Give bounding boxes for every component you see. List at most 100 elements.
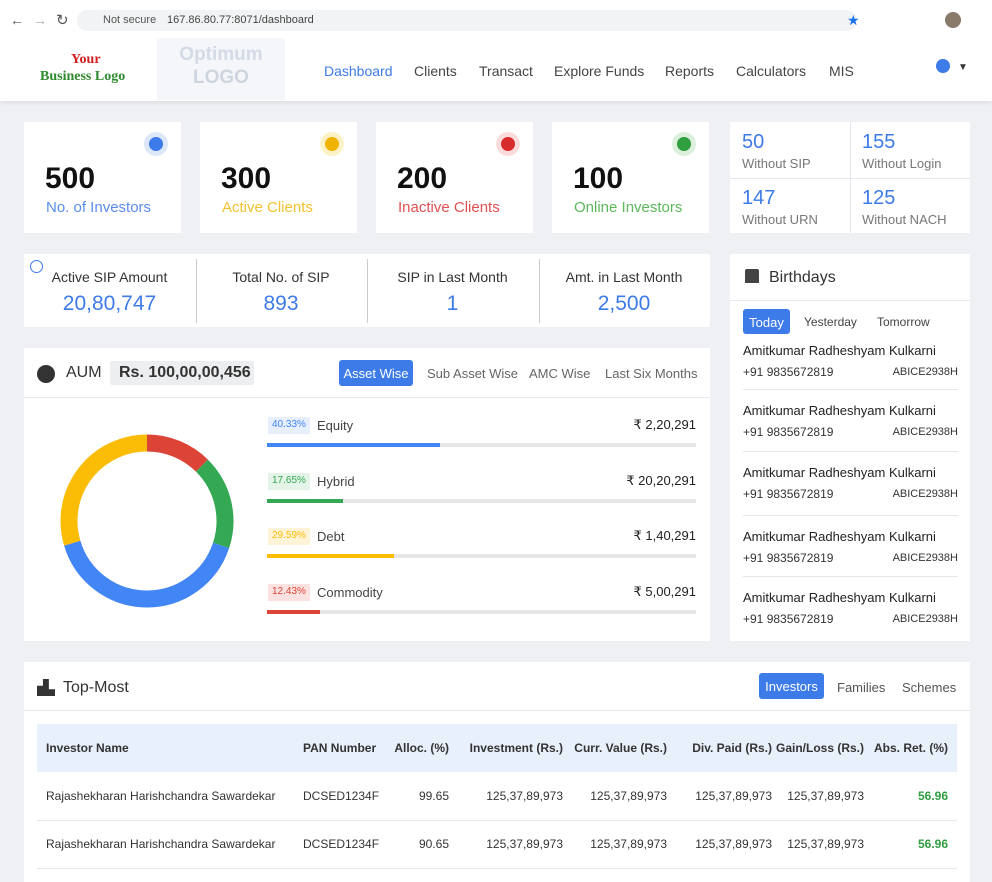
mini-stats: 50 Without SIP 155 Without Login 147 Without … (730, 122, 970, 233)
table-cell: 125,37,89,973 (667, 820, 772, 869)
amount-label: ₹ 2,20,291 (633, 417, 697, 432)
birthday-phone: +91 9835672819 (743, 612, 834, 626)
divider (743, 451, 958, 452)
reload-button[interactable]: ↻ (56, 12, 69, 29)
tab[interactable]: Schemes (902, 680, 957, 695)
table-cell: 56.96 (864, 772, 957, 821)
table-row: Rajashekharan Harishchandra Sawardekar DC… (37, 772, 957, 821)
nav-link[interactable]: Transact (479, 63, 533, 79)
info-icon[interactable] (30, 260, 43, 273)
mini-stat-label: Without NACH (862, 212, 947, 227)
column-header: Alloc. (%) (379, 724, 449, 772)
mini-stat-value: 125 (862, 187, 896, 209)
table-cell: DCSED1234F (294, 820, 379, 869)
birthdays-card: Birthdays Today Yesterday Tomorrow Amitkuma… (730, 254, 970, 641)
donut-segment (195, 459, 234, 549)
table-cell: 125,37,89,973 (449, 820, 563, 869)
user-icon[interactable] (936, 59, 950, 73)
top-most-table: Investor Name PAN Number Alloc. (%) Investm… (37, 724, 957, 869)
birthday-code: ABICE2938H (892, 366, 958, 378)
sip-label: SIP in Last Month (397, 269, 508, 285)
donut-segment (60, 434, 148, 546)
sip-summary: Active SIP Amount 20,80,747 Total No. of S… (24, 254, 710, 327)
table-cell: DCSED1234F (294, 772, 379, 821)
stat-icon-dot (149, 137, 163, 151)
forward-button[interactable]: → (33, 12, 47, 28)
column-header: Abs. Ret. (%) (864, 724, 957, 772)
address-bar[interactable]: Not secure 167.86.80.77:8071/dashboard ★ (77, 10, 860, 31)
column-header: Div. Paid (Rs.) (667, 724, 772, 772)
tab[interactable]: Sub Asset Wise (427, 366, 519, 381)
stat-card: 500 No. of Investors (24, 122, 181, 233)
stat-card: 100 Online Investors (552, 122, 709, 233)
divider (730, 178, 970, 179)
column-header: PAN Number (294, 724, 379, 772)
nav-link[interactable]: Explore Funds (554, 63, 645, 79)
sip-value: 2,500 (597, 292, 651, 315)
stat-icon (320, 132, 344, 156)
aum-amount: Rs. 100,00,00,456 (110, 361, 254, 385)
stat-label: Inactive Clients (398, 199, 500, 216)
nav-link[interactable]: Calculators (736, 63, 807, 79)
tab[interactable]: Tomorrow (877, 315, 930, 329)
donut-segment (146, 434, 208, 472)
tab[interactable]: AMC Wise (529, 366, 591, 381)
category-label: Commodity (317, 584, 383, 600)
donut-segment (64, 540, 230, 608)
stat-icon-dot (325, 137, 339, 151)
divider (730, 300, 970, 301)
progress-bar (267, 443, 441, 447)
birthday-name: Amitkumar Radheshyam Kulkarni (743, 403, 936, 418)
birthday-phone: +91 9835672819 (743, 551, 834, 565)
percent-badge: 29.59% (268, 528, 310, 545)
amount-label: ₹ 1,40,291 (633, 528, 697, 543)
bookmark-star[interactable]: ★ (847, 12, 860, 28)
aum-icon (37, 365, 55, 383)
nav-link[interactable]: Clients (414, 63, 457, 79)
sip-value: 20,80,747 (62, 292, 157, 315)
divider (24, 710, 970, 711)
divider (743, 576, 958, 577)
mini-stat-value: 155 (862, 131, 896, 153)
podium-icon (37, 679, 55, 696)
tab[interactable]: Last Six Months (605, 366, 698, 381)
stat-icon (496, 132, 520, 156)
progress-track (267, 609, 696, 614)
mini-stat-label: Without URN (742, 212, 818, 227)
birthdays-title: Birthdays (769, 269, 836, 286)
nav-link[interactable]: MIS (829, 63, 854, 79)
table-header-row: Investor Name PAN Number Alloc. (%) Investm… (37, 724, 957, 772)
mini-stat-label: Without Login (862, 156, 942, 171)
nav-link[interactable]: Dashboard (324, 63, 393, 79)
amount-label: ₹ 5,00,291 (633, 583, 697, 599)
nav-link[interactable]: Reports (665, 63, 715, 79)
user-caret[interactable]: ▼ (958, 62, 968, 73)
mini-stat-value: 50 (742, 131, 765, 153)
app-header: Your Business Logo Optimum LOGO Dashboar… (0, 38, 992, 101)
tab-button[interactable]: Investors (759, 673, 824, 699)
logo-text: Optimum (179, 44, 263, 65)
table-cell: 125,37,89,973 (772, 772, 864, 821)
tab-button[interactable]: Today (743, 309, 790, 334)
stat-value: 500 (45, 162, 96, 195)
logo-line: Business Logo (40, 69, 126, 84)
table-cell: 90.65 (379, 820, 449, 869)
divider (743, 515, 958, 516)
stat-value: 300 (221, 162, 272, 195)
progress-track (267, 443, 696, 447)
birthday-code: ABICE2938H (892, 613, 958, 625)
sip-value: 1 (446, 292, 459, 315)
logo-text: LOGO (193, 67, 249, 88)
table-cell: 125,37,89,973 (667, 772, 772, 821)
tab[interactable]: Yesterday (804, 315, 857, 329)
profile-avatar[interactable] (945, 12, 961, 28)
divider (850, 122, 851, 233)
divider (367, 259, 368, 323)
tab[interactable]: Families (837, 680, 886, 695)
back-button[interactable]: ← (10, 12, 24, 28)
birthday-name: Amitkumar Radheshyam Kulkarni (743, 465, 936, 480)
birthday-name: Amitkumar Radheshyam Kulkarni (743, 343, 936, 358)
aum-title: AUM (66, 364, 102, 381)
category-label: Debt (317, 529, 345, 544)
tab-button[interactable]: Asset Wise (339, 360, 413, 386)
